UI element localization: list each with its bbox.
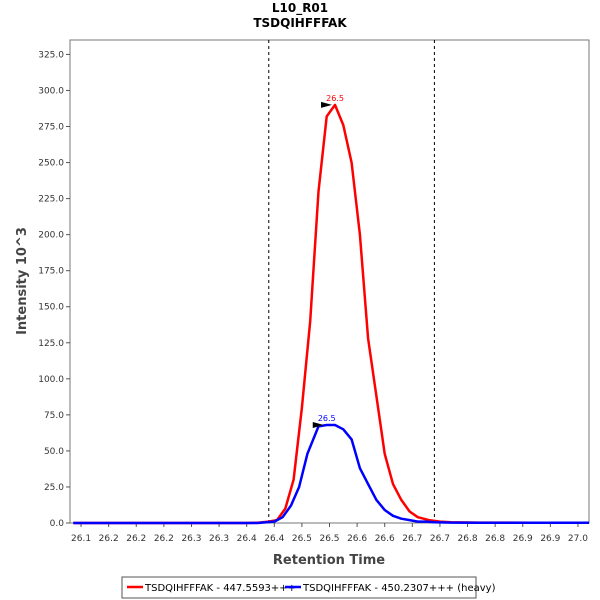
x-tick-label: 26.6 bbox=[375, 534, 395, 544]
x-tick-label: 26.8 bbox=[458, 534, 478, 544]
y-tick-label: 25.0 bbox=[44, 483, 64, 493]
y-tick-label: 250.0 bbox=[38, 159, 64, 169]
plot-area bbox=[69, 39, 590, 524]
y-tick-label: 75.0 bbox=[44, 411, 64, 421]
boundary-lines bbox=[268, 40, 435, 523]
x-tick-label: 26.2 bbox=[126, 534, 146, 544]
y-tick-label: 200.0 bbox=[38, 231, 64, 241]
peak-marker-icon bbox=[321, 101, 333, 108]
legend-item-light: TSDQIHFFFAK - 447.5593+++ bbox=[144, 583, 296, 594]
peak-marker-icon bbox=[312, 421, 324, 428]
series-line-heavy bbox=[73, 423, 589, 525]
y-tick-label: 50.0 bbox=[44, 447, 64, 457]
axes-group: 0.0 25.0 50.0 75.0 100.0 125.0 150.0 175.0 200.0… bbox=[38, 50, 588, 544]
x-axis-label: Retention Time bbox=[273, 553, 385, 568]
x-tick-label: 26.6 bbox=[347, 534, 367, 544]
x-tick-label: 26.7 bbox=[402, 534, 422, 544]
chart-title: L10_R01 bbox=[272, 1, 328, 16]
x-tick-label: 26.5 bbox=[319, 534, 339, 544]
x-tick-label: 26.2 bbox=[154, 534, 174, 544]
x-tick-label: 26.9 bbox=[513, 534, 533, 544]
x-tick-label: 26.2 bbox=[99, 534, 119, 544]
peak-label: 26.5 bbox=[318, 414, 336, 423]
y-axis-label: Intensity 10^3 bbox=[15, 227, 30, 335]
legend-item-heavy: TSDQIHFFFAK - 450.2307+++ (heavy) bbox=[302, 583, 496, 594]
y-tick-label: 100.0 bbox=[38, 375, 64, 385]
y-tick-label: 225.0 bbox=[38, 195, 64, 205]
y-tick-label: 150.0 bbox=[38, 303, 64, 313]
x-tick-label: 26.5 bbox=[292, 534, 312, 544]
x-tick-label: 26.9 bbox=[540, 534, 560, 544]
series-group: 26.5 26.5 bbox=[73, 94, 589, 525]
y-tick-label: 325.0 bbox=[38, 50, 64, 60]
y-tick-label: 125.0 bbox=[38, 339, 64, 349]
x-tick-label: 26.4 bbox=[264, 534, 284, 544]
y-tick-label: 175.0 bbox=[38, 267, 64, 277]
x-tick-label: 26.3 bbox=[181, 534, 201, 544]
y-tick-label: 300.0 bbox=[38, 86, 64, 96]
x-tick-label: 26.7 bbox=[430, 534, 450, 544]
legend: TSDQIHFFFAK - 447.5593+++ TSDQIHFFFAK - … bbox=[121, 576, 496, 599]
peak-label: 26.5 bbox=[326, 94, 344, 103]
x-tick-label: 26.4 bbox=[237, 534, 257, 544]
y-tick-label: 275.0 bbox=[38, 123, 64, 133]
chart-subtitle: TSDQIHFFFAK bbox=[253, 16, 347, 30]
x-tick-label: 27.0 bbox=[568, 534, 588, 544]
x-tick-label: 26.8 bbox=[485, 534, 505, 544]
x-tick-label: 26.3 bbox=[209, 534, 229, 544]
y-tick-label: 0.0 bbox=[50, 519, 65, 529]
x-tick-label: 26.1 bbox=[71, 534, 91, 544]
